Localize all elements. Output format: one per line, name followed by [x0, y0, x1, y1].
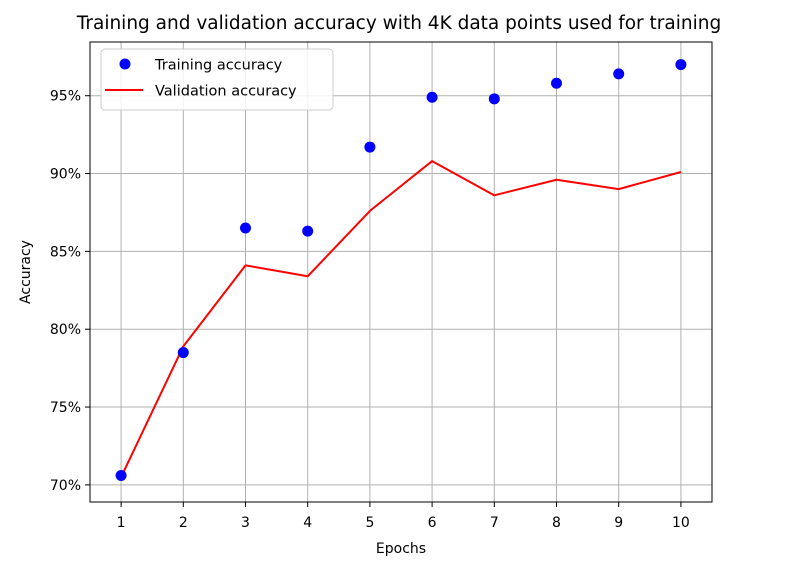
- y-tick-label: 75%: [50, 400, 81, 416]
- y-tick-label: 95%: [50, 89, 81, 105]
- y-tick-label: 90%: [50, 167, 81, 183]
- training-accuracy-point: [364, 141, 376, 153]
- x-tick-label: 4: [303, 515, 312, 531]
- x-tick-label: 2: [179, 515, 188, 531]
- chart-title: Training and validation accuracy with 4K…: [76, 13, 721, 34]
- x-tick-label: 9: [614, 515, 623, 531]
- training-accuracy-point: [426, 91, 438, 103]
- x-tick-label: 3: [241, 515, 250, 531]
- x-tick-label: 10: [672, 515, 690, 531]
- training-accuracy-point: [613, 68, 625, 80]
- x-tick-label: 6: [428, 515, 437, 531]
- training-series: [115, 59, 687, 482]
- legend-training-marker: [119, 58, 131, 70]
- grid-lines: [90, 42, 712, 502]
- training-accuracy-point: [675, 59, 687, 71]
- plot-frame: [89, 41, 713, 503]
- y-tick-label: 70%: [50, 478, 81, 494]
- x-tick-label: 1: [117, 515, 126, 531]
- legend-box: [100, 48, 334, 111]
- training-accuracy-point: [115, 470, 127, 482]
- training-accuracy-point: [177, 347, 189, 359]
- y-axis-label: Accuracy: [18, 240, 34, 304]
- training-accuracy-point: [488, 93, 500, 105]
- validation-accuracy-line: [120, 160, 682, 478]
- y-tick-label: 85%: [50, 244, 81, 260]
- y-tick-label: 80%: [50, 322, 81, 338]
- legend: Training accuracy Validation accuracy: [100, 48, 334, 111]
- validation-series: [120, 160, 682, 478]
- training-accuracy-point: [240, 222, 251, 234]
- legend-training-label: Training accuracy: [154, 58, 283, 74]
- training-accuracy-point: [551, 77, 562, 89]
- x-tick-label: 5: [365, 515, 374, 531]
- x-tick-label: 7: [490, 515, 499, 531]
- training-accuracy-point: [302, 225, 314, 237]
- x-axis-label: Epochs: [376, 541, 426, 557]
- axes: 1 2 3 4 5 6 7 8 9 10 70% 75% 80% 85% 90% 95%: [50, 89, 690, 531]
- legend-validation-label: Validation accuracy: [155, 84, 297, 100]
- x-tick-label: 8: [552, 515, 561, 531]
